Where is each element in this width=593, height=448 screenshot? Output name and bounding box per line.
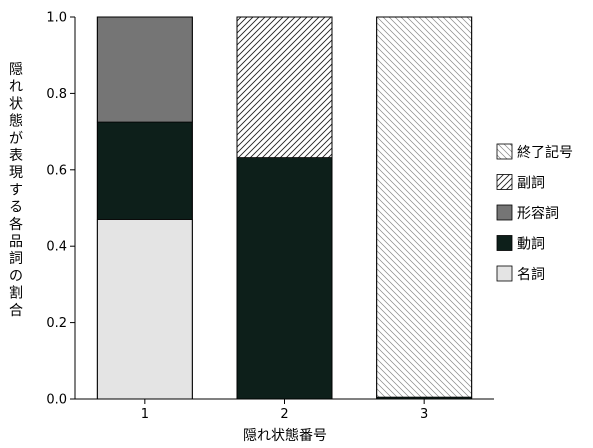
y-axis-title-text: 隠れ状態が表現する各品詞の割合 [9, 62, 23, 319]
y-tick-label: 1.0 [46, 11, 67, 26]
legend-label: 副詞 [517, 176, 545, 192]
bar-segment-2-4 [236, 16, 333, 158]
y-tick-label: 0.6 [46, 163, 67, 178]
bar-segment-3-5 [376, 16, 473, 398]
legend-label: 形容詞 [517, 205, 559, 222]
x-tick-label: 3 [420, 407, 428, 422]
y-tick-label: 0.2 [46, 316, 67, 331]
y-tick-label: 0.4 [46, 240, 67, 255]
legend-label: 終了記号 [517, 144, 573, 161]
y-axis: 0.0 0.2 0.4 0.6 0.8 1.0 [46, 11, 76, 408]
legend-label: 名詞 [517, 267, 545, 283]
legend-swatch [496, 204, 513, 221]
bar-segment-1-3 [96, 16, 193, 123]
legend-swatch [496, 174, 513, 190]
bar-segment-1-2 [96, 121, 193, 220]
x-tick-label: 2 [280, 407, 288, 422]
legend-label: 動詞 [517, 237, 545, 253]
x-axis: 1 2 3 [75, 398, 494, 422]
x-tick-label: 1 [141, 407, 149, 422]
y-axis-title: 隠れ状態が表現する各品詞の割合 [9, 62, 23, 319]
y-tick-label: 0.8 [46, 87, 67, 102]
x-axis-title: 隠れ状態番号 [243, 428, 327, 444]
legend-swatch [496, 265, 513, 282]
y-tick-label: 0.0 [46, 393, 67, 408]
bar-segment-1-1 [96, 219, 193, 400]
legend-swatch [496, 235, 513, 251]
bars-group [96, 16, 473, 400]
bar-segment-2-2 [236, 157, 333, 400]
legend-swatch [496, 143, 513, 160]
